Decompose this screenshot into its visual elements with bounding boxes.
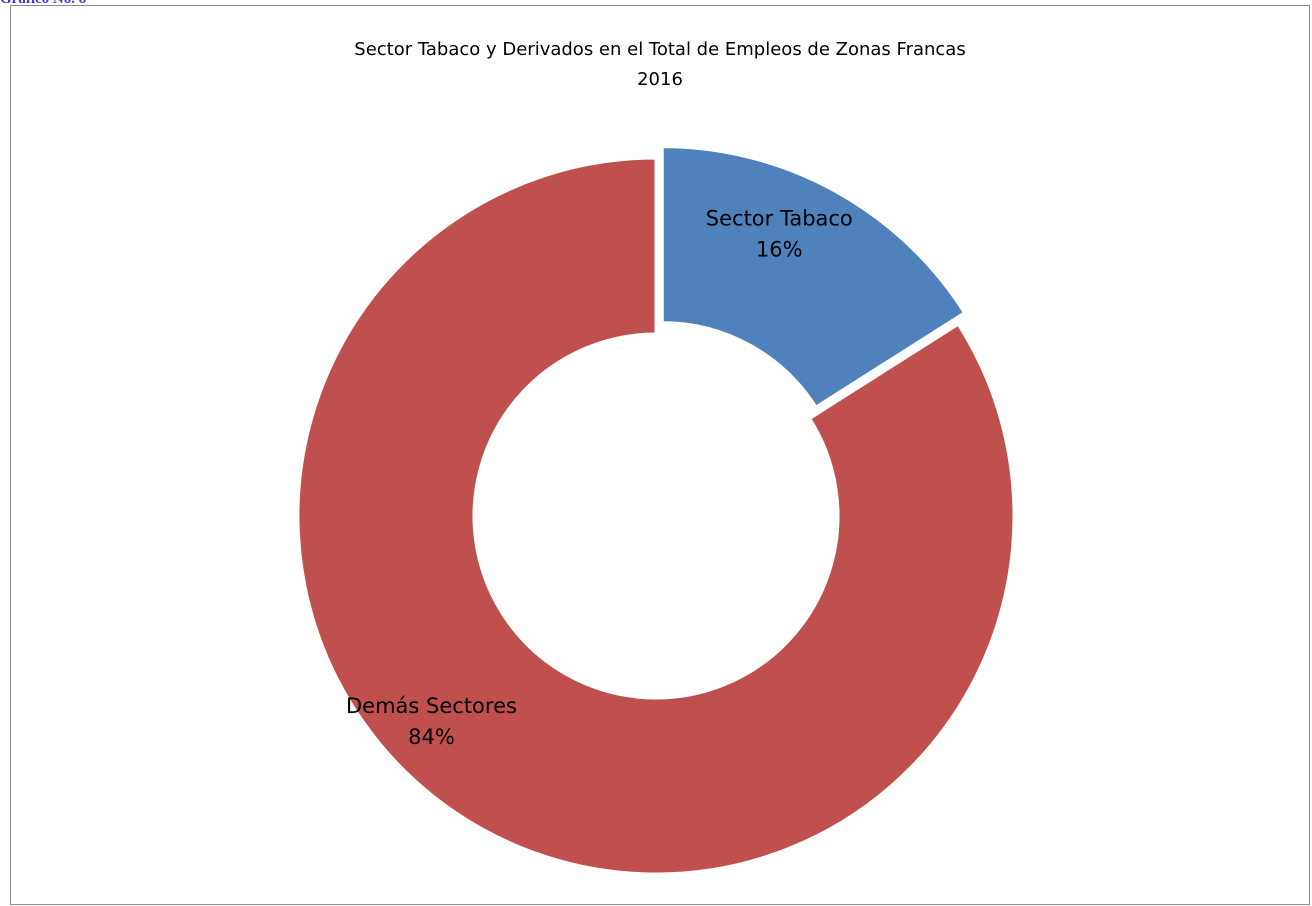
slice-category-name: Sector Tabaco xyxy=(706,206,853,230)
chart-frame: Sector Tabaco y Derivados en el Total de… xyxy=(10,5,1310,905)
slice-percent-label: 84% xyxy=(408,725,455,749)
slice-label-dem-s-sectores: Demás Sectores 84% xyxy=(346,694,517,749)
slice-label-sector-tabaco: Sector Tabaco 16% xyxy=(706,206,853,261)
chart-title-block: Sector Tabaco y Derivados en el Total de… xyxy=(11,35,1309,95)
donut-chart: Sector Tabaco 16% Demás Sectores 84% xyxy=(296,145,1016,876)
chart-title: Sector Tabaco y Derivados en el Total de… xyxy=(354,39,966,60)
slice-dem-s-sectores xyxy=(296,156,1016,876)
slice-percent-label: 16% xyxy=(756,237,803,261)
chart-subtitle: 2016 xyxy=(637,69,683,90)
slice-category-name: Demás Sectores xyxy=(346,694,517,718)
slice-sector-tabaco xyxy=(660,145,967,410)
figure-caption: Gráfico No. 8 xyxy=(0,0,86,8)
